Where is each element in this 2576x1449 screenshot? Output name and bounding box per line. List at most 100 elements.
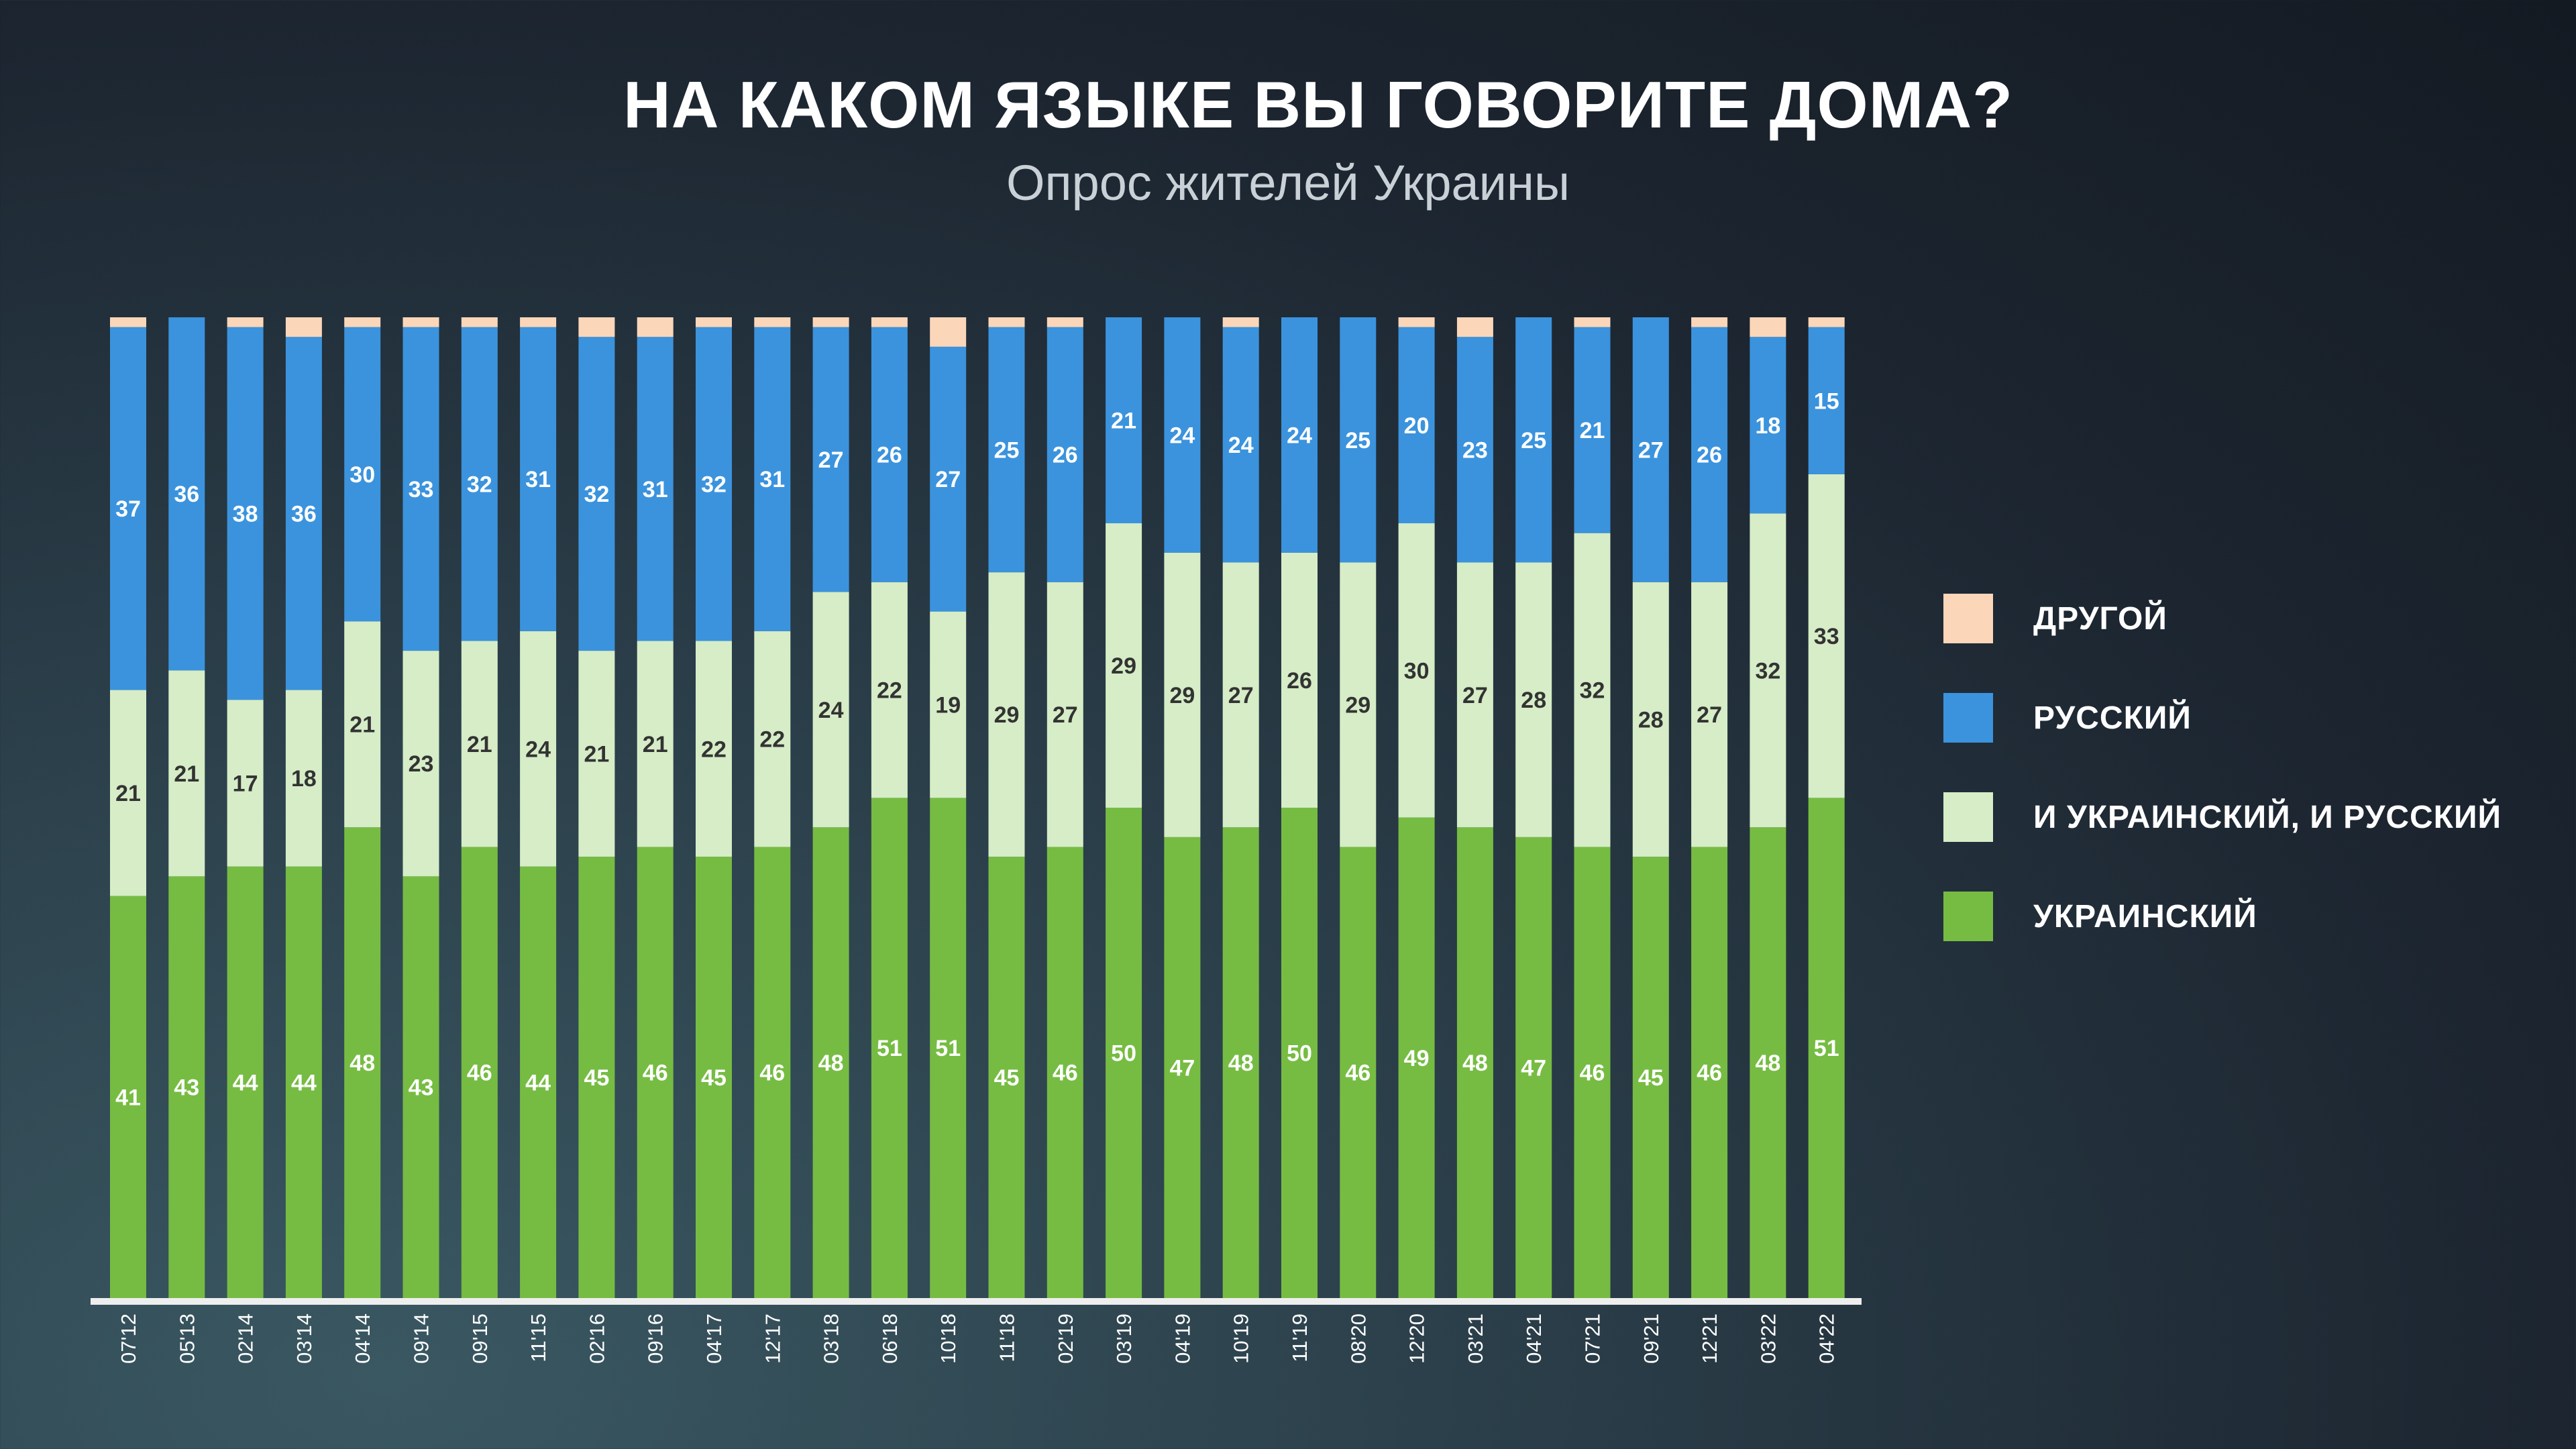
data-label: 48 [818, 1051, 844, 1076]
data-label: 21 [467, 732, 492, 757]
bar-segment-ukrainian [1281, 808, 1318, 1298]
legend-label: РУССКИЙ [2033, 700, 2192, 736]
data-label: 23 [1462, 437, 1488, 463]
data-label: 21 [174, 761, 199, 787]
bar-segment-russian [1808, 327, 1845, 474]
bar-segment-ukrainian [1046, 847, 1083, 1298]
data-label: 29 [994, 702, 1020, 728]
data-label: 21 [1111, 409, 1136, 434]
data-label: 31 [643, 477, 668, 502]
data-label: 45 [701, 1065, 727, 1091]
bar-segment-both [1750, 513, 1786, 828]
x-tick-label: 11'15 [527, 1313, 550, 1362]
bar-segment-both [930, 611, 967, 798]
x-tick-label: 04'14 [351, 1313, 374, 1364]
bar-segment-ukrainian [285, 866, 322, 1298]
data-label: 24 [525, 737, 551, 762]
data-label: 44 [233, 1070, 258, 1095]
bar-segment-russian [1106, 317, 1142, 524]
bar-segment-ukrainian [578, 857, 615, 1298]
legend-item-other: ДРУГОЙ [1943, 569, 2502, 668]
bar-segment-ukrainian [227, 866, 264, 1298]
data-label: 25 [1345, 428, 1371, 453]
data-label: 24 [1228, 433, 1254, 458]
bar-segment-ukrainian [1808, 798, 1845, 1298]
bar-segment-ukrainian [1515, 837, 1552, 1298]
x-tick-label: 09'21 [1640, 1313, 1663, 1364]
bar-segment-ukrainian [520, 866, 557, 1298]
bar-segment-both [1456, 562, 1493, 828]
bar-segment-russian [1632, 317, 1669, 582]
bar-segment-russian [1456, 337, 1493, 563]
data-label: 26 [1287, 668, 1312, 694]
bar-segment-other [344, 317, 381, 327]
data-label: 45 [994, 1065, 1020, 1091]
bar-segment-russian [637, 337, 674, 641]
data-label: 26 [1053, 443, 1078, 468]
data-label: 19 [935, 692, 961, 718]
data-label: 18 [1755, 413, 1780, 439]
data-label: 22 [701, 737, 727, 762]
bar-segment-russian [1281, 317, 1318, 553]
data-label: 26 [877, 443, 902, 468]
bar-segment-other [1222, 317, 1259, 327]
bar-segment-both [1340, 562, 1377, 847]
bar-segment-both [1398, 523, 1435, 818]
legend-swatch [1943, 892, 1993, 941]
data-label: 20 [1404, 413, 1430, 439]
bar-segment-russian [285, 337, 322, 690]
data-label: 17 [233, 771, 258, 796]
bar-segment-both [1632, 582, 1669, 857]
data-label: 21 [643, 732, 668, 757]
data-label: 29 [1345, 692, 1371, 718]
data-label: 49 [1404, 1046, 1430, 1071]
x-tick-label: 12'20 [1405, 1313, 1429, 1364]
x-tick-label: 02'14 [234, 1313, 258, 1364]
bar-segment-russian [402, 327, 439, 651]
data-label: 45 [584, 1065, 609, 1091]
bar-segment-ukrainian [637, 847, 674, 1298]
data-label: 28 [1638, 707, 1664, 733]
data-label: 50 [1111, 1041, 1136, 1067]
data-label: 44 [525, 1070, 551, 1095]
legend-item-russian: РУССКИЙ [1943, 668, 2502, 767]
bar-segment-other [1398, 317, 1435, 327]
bar-segment-russian [578, 337, 615, 651]
data-label: 27 [1638, 437, 1664, 463]
bar-segment-both [520, 631, 557, 867]
data-label: 32 [584, 482, 609, 507]
data-label: 32 [701, 472, 727, 498]
bar-segment-ukrainian [1222, 827, 1259, 1298]
data-label: 22 [759, 727, 785, 753]
x-tick-label: 03'19 [1112, 1313, 1136, 1364]
bar-segment-russian [1340, 317, 1377, 563]
legend-item-ukrainian: УКРАИНСКИЙ [1943, 867, 2502, 966]
bar-segment-both [988, 572, 1025, 857]
data-label: 27 [1462, 683, 1488, 708]
bar-segment-both [1106, 523, 1142, 808]
bar-segment-both [285, 690, 322, 867]
bar-segment-ukrainian [1632, 857, 1669, 1298]
data-label: 33 [1814, 624, 1839, 649]
x-tick-label: 11'18 [996, 1313, 1019, 1362]
legend: ДРУГОЙ РУССКИЙ И УКРАИНСКИЙ, И РУССКИЙ У… [1943, 569, 2502, 966]
data-label: 32 [1755, 658, 1780, 684]
bar-segment-russian [754, 327, 791, 631]
bar-segment-russian [227, 327, 264, 700]
legend-swatch [1943, 693, 1993, 743]
bar-segment-both [1046, 582, 1083, 847]
bar-segment-other [461, 317, 498, 327]
bar-segment-both [344, 621, 381, 828]
bar-segment-ukrainian [871, 798, 908, 1298]
bar-segment-russian [1222, 327, 1259, 563]
bar-segment-ukrainian [988, 857, 1025, 1298]
data-label: 32 [467, 472, 492, 498]
bar-segment-russian [461, 327, 498, 641]
bar-segment-ukrainian [812, 827, 849, 1298]
x-tick-label: 07'12 [117, 1313, 140, 1364]
bar-segment-other [930, 317, 967, 347]
bar-segment-both [1222, 562, 1259, 828]
bar-segment-both [1281, 552, 1318, 808]
bar-segment-both [1515, 562, 1552, 837]
data-label: 27 [818, 447, 844, 473]
